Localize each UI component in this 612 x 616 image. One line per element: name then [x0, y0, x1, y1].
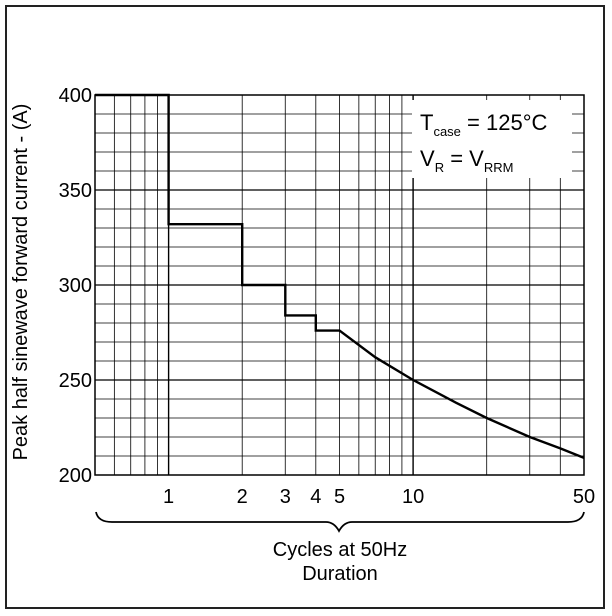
y-tick-labels: 200 250 300 350 400	[59, 85, 92, 487]
x-tick-label: 2	[237, 486, 248, 508]
annotation-t-subscript: case	[433, 124, 460, 139]
y-tick-label: 200	[59, 465, 92, 487]
y-tick-label: 250	[59, 370, 92, 392]
series-line	[95, 93, 585, 460]
annotation-v-equals: = V	[444, 146, 484, 171]
x-axis-label-line-1: Cycles at 50Hz	[273, 539, 408, 561]
plot-area-border	[94, 94, 585, 476]
y-tick-label: 350	[59, 180, 92, 202]
annotation-t-unit: °C	[523, 110, 548, 135]
annotation-line-2: VR = VRRM	[420, 146, 513, 175]
y-tick-label: 300	[59, 275, 92, 297]
annotation-line-1: Tcase = 125°C	[420, 110, 548, 139]
x-tick-label: 4	[310, 486, 321, 508]
annotation-t-value: = 125	[461, 110, 523, 135]
x-axis-brace	[95, 511, 585, 533]
x-tick-labels: 1 2 3 4 5 10 50	[163, 486, 595, 508]
annotation-v-symbol: V	[420, 146, 435, 171]
x-tick-label: 3	[280, 486, 291, 508]
annotation-v-subscript-r: R	[435, 160, 444, 175]
x-tick-label: 50	[573, 486, 595, 508]
x-tick-label: 10	[402, 486, 424, 508]
annotation-v-subscript-rrm: RRM	[484, 160, 514, 175]
grid	[95, 95, 584, 475]
y-tick-label: 400	[59, 85, 92, 107]
x-tick-label: 5	[334, 486, 345, 508]
x-axis-label-line-2: Duration	[302, 563, 378, 585]
annotation-box	[412, 100, 572, 178]
y-axis-label: Peak half sinewave forward current - (A)	[10, 104, 32, 461]
x-tick-label: 1	[163, 486, 174, 508]
annotation-t-symbol: T	[420, 110, 433, 135]
